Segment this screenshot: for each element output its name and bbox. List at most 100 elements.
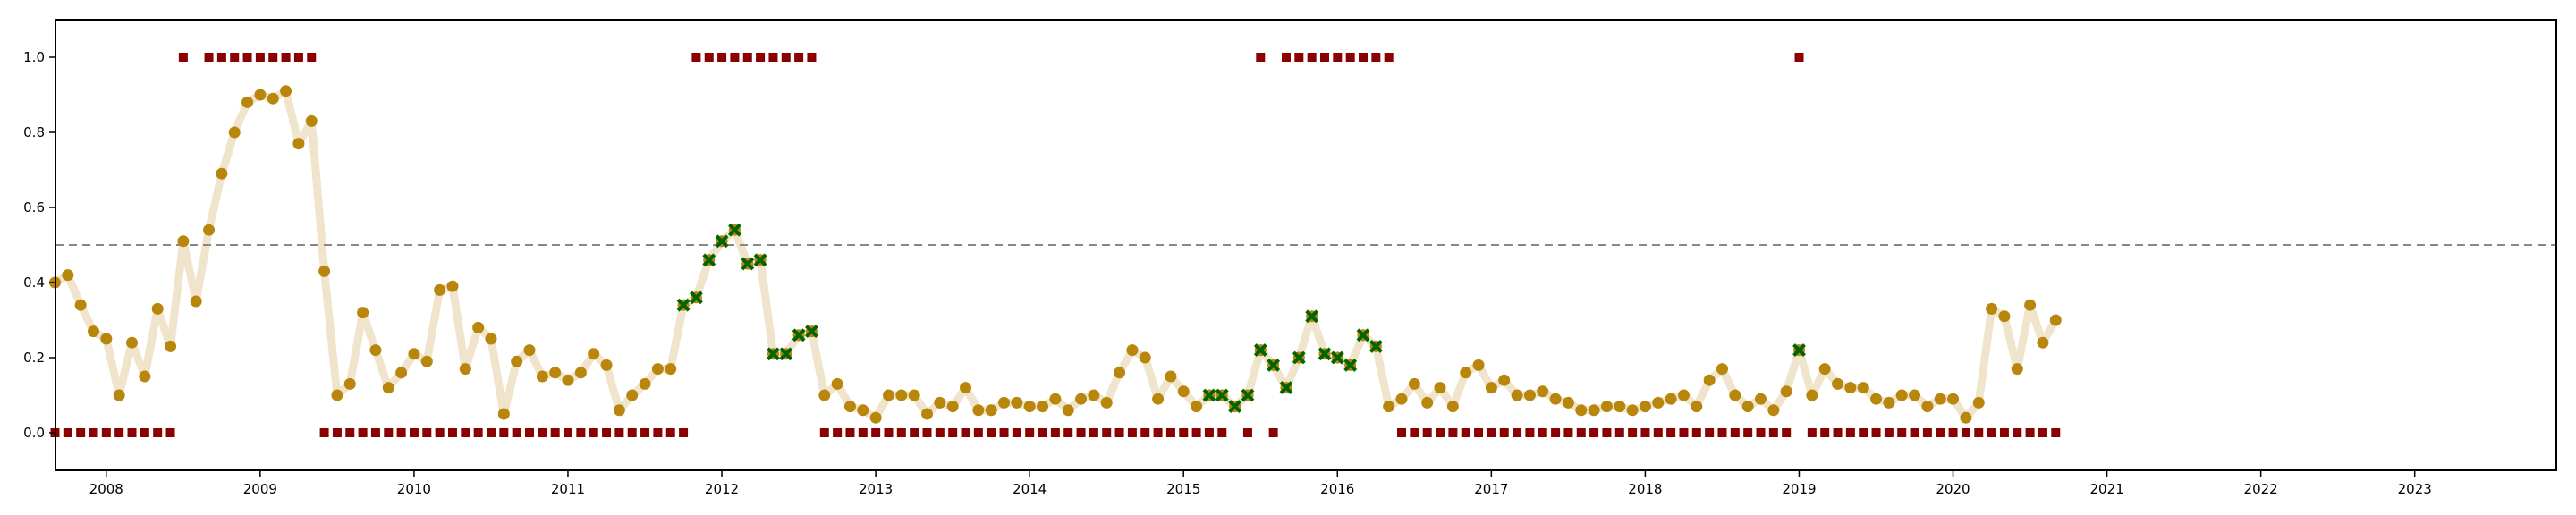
probability-point <box>177 235 190 248</box>
label-marker <box>216 53 226 62</box>
label-marker <box>679 428 689 437</box>
label-marker <box>268 53 278 62</box>
probability-point <box>1126 344 1139 357</box>
x-tick-label: 2022 <box>2244 481 2278 497</box>
y-axis: 0.0 0.2 0.4 0.6 0.8 1.0 <box>23 49 55 441</box>
label-marker <box>2025 428 2035 437</box>
probability-point <box>1562 396 1574 409</box>
probability-point <box>1909 389 1921 401</box>
label-marker <box>1653 428 1663 437</box>
probability-point <box>318 265 331 277</box>
label-marker <box>1204 428 1214 437</box>
probability-point <box>562 374 574 386</box>
label-marker <box>627 428 637 437</box>
label-marker <box>358 428 368 437</box>
label-marker <box>396 428 406 437</box>
probability-point <box>1075 393 1088 405</box>
probability-point <box>1716 363 1728 376</box>
flagged-marker <box>689 291 703 305</box>
label-marker <box>1307 53 1317 62</box>
label-marker <box>1576 428 1586 437</box>
probability-point <box>946 401 959 413</box>
probability-point <box>1114 367 1126 379</box>
label-marker <box>1756 428 1766 437</box>
probability-point <box>1588 404 1600 417</box>
probability-point <box>1934 393 1946 405</box>
probability-point <box>1652 396 1665 409</box>
label-marker <box>1743 428 1753 437</box>
probability-point <box>2024 299 2037 311</box>
probability-point <box>62 269 74 282</box>
probability-point <box>472 321 485 333</box>
flagged-marker <box>715 234 729 249</box>
probability-point <box>1639 401 1651 413</box>
label-marker <box>576 428 586 437</box>
label-marker <box>1384 53 1394 62</box>
label-marker <box>178 53 188 62</box>
label-marker <box>1948 428 1958 437</box>
label-marker <box>1012 428 1021 437</box>
x-tick-label: 2012 <box>705 481 739 497</box>
probability-point <box>382 382 394 394</box>
probability-point <box>1754 393 1767 405</box>
axes-frame <box>55 19 2557 471</box>
probability-point <box>895 389 908 401</box>
flagged-marker <box>1330 350 1344 365</box>
probability-point <box>485 333 497 345</box>
label-marker <box>230 53 240 62</box>
label-marker <box>2038 428 2047 437</box>
probability-point <box>1434 382 1446 394</box>
label-marker <box>1397 428 1407 437</box>
flagged-marker <box>805 325 818 339</box>
label-marker <box>1102 428 1112 437</box>
probability-point <box>267 92 279 105</box>
label-marker <box>1782 428 1792 437</box>
label-marker <box>1038 428 1047 437</box>
label-marker <box>332 428 342 437</box>
probability-point <box>651 363 664 376</box>
label-marker <box>127 428 137 437</box>
label-marker <box>1410 428 1419 437</box>
label-marker <box>781 53 791 62</box>
label-marker <box>473 428 483 437</box>
label-marker <box>794 53 804 62</box>
y-tick-label: 0.0 <box>23 425 45 441</box>
label-marker <box>1897 428 1907 437</box>
label-marker <box>384 428 394 437</box>
probability-point <box>408 348 420 360</box>
label-marker <box>140 428 149 437</box>
label-marker <box>1614 428 1624 437</box>
probability-point <box>1600 401 1613 413</box>
probability-point <box>549 367 562 379</box>
label-marker <box>999 428 1009 437</box>
probability-point <box>331 389 343 401</box>
probability-point <box>1870 393 1883 405</box>
probability-point <box>1575 404 1588 417</box>
label-marker <box>345 428 355 437</box>
label-marker <box>1179 428 1189 437</box>
label-marker <box>1768 428 1778 437</box>
probability-point <box>1549 393 1562 405</box>
probability-point <box>292 138 305 150</box>
flagged-marker <box>741 257 755 271</box>
probability-point <box>1011 396 1023 409</box>
probability-point <box>305 114 318 127</box>
x-tick-label: 2011 <box>551 481 585 497</box>
probability-point <box>1485 382 1497 394</box>
label-marker <box>281 53 291 62</box>
label-marker <box>1217 428 1227 437</box>
probability-point <box>139 370 151 383</box>
label-marker <box>409 428 419 437</box>
label-marker <box>307 53 317 62</box>
probability-point <box>934 396 946 409</box>
label-marker <box>2051 428 2061 437</box>
label-marker <box>640 428 650 437</box>
flagged-marker <box>1292 350 1306 365</box>
label-marker <box>550 428 560 437</box>
x-tick-label: 2017 <box>1474 481 1508 497</box>
label-marker <box>1999 428 2009 437</box>
flagged-marker <box>1356 328 1370 342</box>
probability-point <box>446 280 459 292</box>
label-marker <box>293 53 303 62</box>
